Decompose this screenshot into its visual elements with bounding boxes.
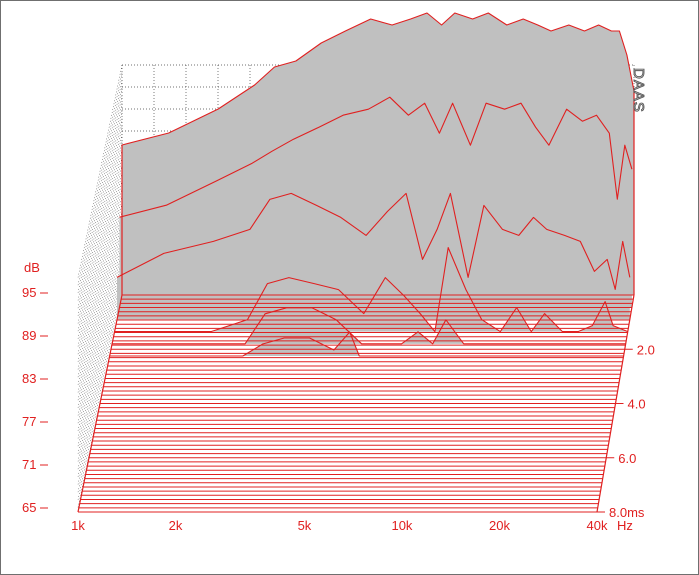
side-grid-line [77, 95, 123, 309]
side-grid-line [77, 87, 123, 301]
y-tick-label: 65 [22, 500, 36, 515]
slice-fill [114, 247, 628, 332]
x-tick-label: 40k [587, 518, 608, 533]
brand-logo: DAAS [630, 68, 647, 113]
side-grid-line [77, 164, 123, 378]
side-grid-line [77, 202, 123, 416]
side-grid-line [77, 264, 123, 478]
slice-line [121, 12, 635, 146]
side-grid-line [77, 149, 123, 363]
z-tick-label: 2.0 [637, 342, 655, 357]
x-tick-label: 5k [298, 518, 312, 533]
z-tick-label: 8.0ms [609, 505, 645, 520]
slice-line [116, 192, 631, 290]
y-tick-label: 77 [22, 414, 36, 429]
side-grid-line [77, 279, 123, 493]
side-grid-line [77, 133, 123, 347]
side-grid-line [77, 172, 123, 386]
y-axis-unit: dB [24, 260, 40, 275]
z-tick-label: 4.0 [628, 397, 646, 412]
side-grid-line [77, 118, 123, 332]
side-grid-line [77, 141, 123, 355]
side-grid-line [77, 225, 123, 439]
floor-left-edge [77, 294, 123, 513]
x-tick-label: 10k [391, 518, 412, 533]
decay-slices [109, 12, 635, 357]
x-axis-unit: Hz [617, 518, 633, 533]
side-grid-line [77, 80, 123, 294]
x-tick-label: 1k [71, 518, 85, 533]
side-grid-line [77, 126, 123, 340]
side-grid-line [77, 210, 123, 424]
slice-line [114, 247, 629, 333]
slice-line [109, 331, 624, 357]
floor-lines [77, 294, 635, 513]
side-grid-line [77, 287, 123, 501]
y-tick-label: 89 [22, 328, 36, 343]
side-grid-line [77, 256, 123, 470]
slice-line [119, 96, 633, 218]
y-tick-label: 83 [22, 371, 36, 386]
side-grid-line [77, 64, 123, 278]
y-tick-label: 95 [22, 285, 36, 300]
side-grid-line [77, 103, 123, 317]
side-grid-line [77, 218, 123, 432]
side-grid-line [77, 241, 123, 455]
x-tick-label: 2k [169, 518, 183, 533]
side-grid-line [77, 156, 123, 370]
side-grid-line [77, 248, 123, 462]
side-grid-line [77, 271, 123, 485]
side-grid-line [77, 110, 123, 324]
slice-fill [117, 193, 630, 320]
side-grid-line [77, 72, 123, 286]
side-grid-line [77, 187, 123, 401]
side-grid-line [77, 195, 123, 409]
x-tick-label: 20k [489, 518, 510, 533]
axis-labels: dB Hz DAAS 95 89 83 77 71 65 1k 2k 5k 10k 20k 40k 2.… [22, 68, 655, 533]
side-grid-line [77, 179, 123, 393]
z-tick-label: 6.0 [618, 451, 636, 466]
y-tick-label: 71 [22, 457, 36, 472]
side-grid-line [77, 233, 123, 447]
